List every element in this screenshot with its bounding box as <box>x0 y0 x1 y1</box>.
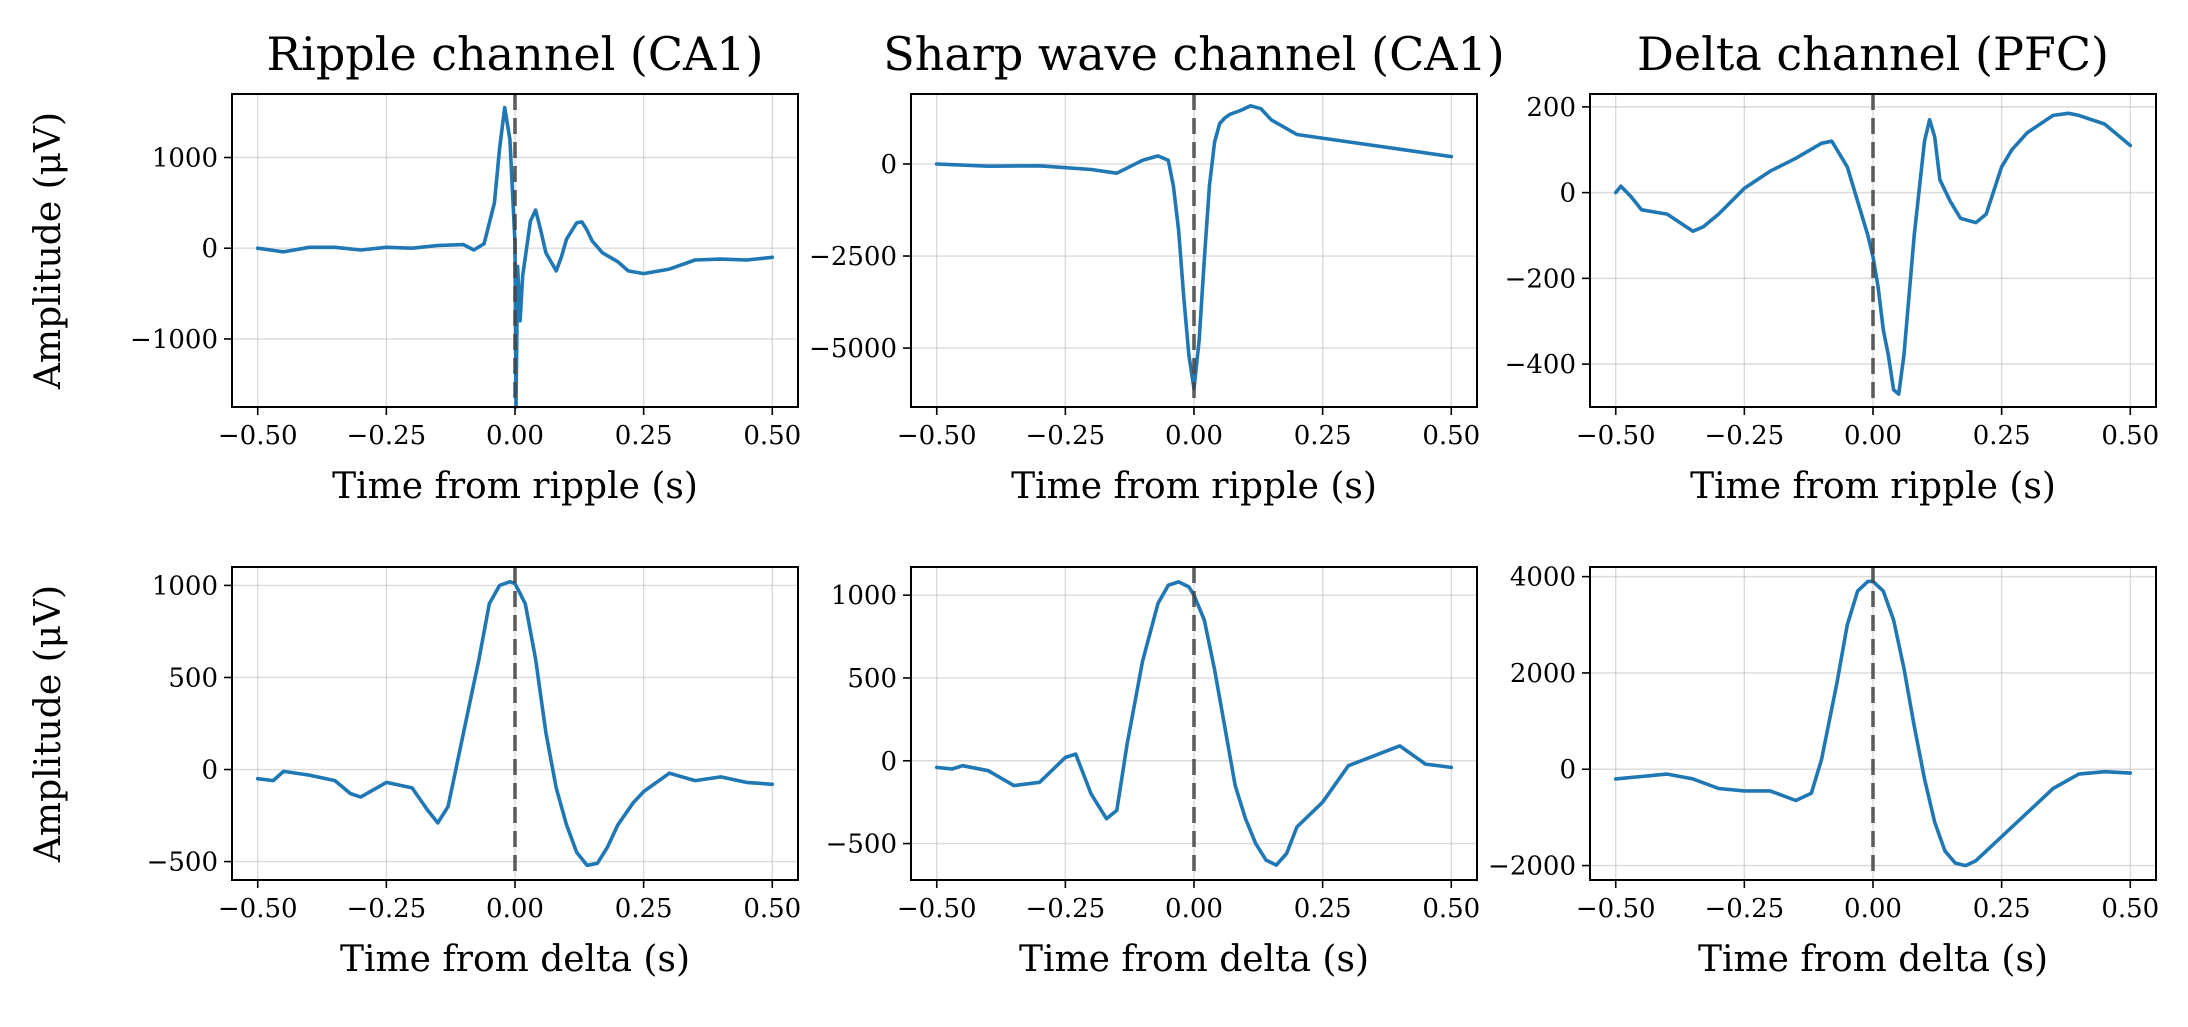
y-tick-label: −200 <box>1505 264 1576 294</box>
series-line <box>255 105 775 409</box>
x-tick-label: −0.50 <box>897 421 977 451</box>
y-tick-label: −500 <box>826 830 897 860</box>
x-tick-label: −0.25 <box>1705 421 1785 451</box>
x-tick-label: 0.25 <box>1294 894 1352 924</box>
x-tick-label: −0.50 <box>897 894 977 924</box>
subplot-6: −0.50 −0.25 0.00 0.25 0.50 −2000 0 2000 4000 Time… <box>1488 563 2159 980</box>
y-axis-label: Amplitude (μV) <box>28 112 69 390</box>
x-axis-label: Time from delta (s) <box>1019 939 1369 980</box>
subplot-3: −0.50 −0.25 0.00 0.25 0.50 −400 −200 0 200 Delta … <box>1505 27 2160 507</box>
y-axis-label: Amplitude (μV) <box>28 585 69 863</box>
x-tick-label: −0.25 <box>347 894 427 924</box>
y-tick-label: 4000 <box>1510 563 1576 593</box>
x-tick-label: 0.00 <box>1165 894 1223 924</box>
x-tick-label: 0.25 <box>615 421 673 451</box>
x-tick-label: 0.25 <box>1973 894 2031 924</box>
y-tick-label: 0 <box>201 756 218 786</box>
series-line <box>934 580 1454 867</box>
y-tick-label: −500 <box>147 848 218 878</box>
x-axis-label: Time from delta (s) <box>340 939 690 980</box>
y-tick-label: −400 <box>1505 350 1576 380</box>
y-tick-label: 0 <box>201 234 218 264</box>
x-tick-label: −0.50 <box>1576 894 1656 924</box>
x-tick-label: −0.50 <box>218 894 298 924</box>
x-tick-label: 0.50 <box>743 421 801 451</box>
y-tick-label: 0 <box>880 747 897 777</box>
subplot-title: Sharp wave channel (CA1) <box>883 27 1504 81</box>
y-tick-label: 2000 <box>1510 659 1576 689</box>
y-tick-label: 0 <box>1559 179 1576 209</box>
x-tick-label: 0.50 <box>1422 421 1480 451</box>
x-tick-label: −0.50 <box>1576 421 1656 451</box>
y-tick-label: −2000 <box>1488 852 1576 882</box>
y-tick-label: 500 <box>168 663 218 693</box>
x-tick-label: 0.00 <box>1844 421 1902 451</box>
y-tick-label: 1000 <box>152 571 218 601</box>
x-tick-label: 0.25 <box>615 894 673 924</box>
x-tick-label: 0.00 <box>486 894 544 924</box>
y-tick-label: 1000 <box>831 581 897 611</box>
x-tick-label: −0.25 <box>347 421 427 451</box>
y-tick-label: 0 <box>1559 755 1576 785</box>
y-tick-label: 1000 <box>152 144 218 174</box>
y-tick-label: −2500 <box>809 242 897 272</box>
x-tick-label: −0.25 <box>1026 894 1106 924</box>
y-tick-label: −5000 <box>809 334 897 364</box>
x-tick-label: −0.25 <box>1026 421 1106 451</box>
x-tick-label: 0.50 <box>1422 894 1480 924</box>
series-line <box>934 104 1454 391</box>
subplot-title: Ripple channel (CA1) <box>267 27 764 81</box>
y-tick-label: 200 <box>1526 93 1576 123</box>
y-tick-label: −1000 <box>130 325 218 355</box>
x-tick-label: −0.25 <box>1705 894 1785 924</box>
x-axis-label: Time from ripple (s) <box>1690 466 2056 507</box>
y-tick-label: 0 <box>880 150 897 180</box>
x-tick-label: −0.50 <box>218 421 298 451</box>
x-tick-label: 0.00 <box>1844 894 1902 924</box>
x-axis-label: Time from ripple (s) <box>332 466 698 507</box>
x-tick-label: 0.25 <box>1294 421 1352 451</box>
subplot-4: −0.50 −0.25 0.00 0.25 0.50 −500 0 500 1000 Time f… <box>28 566 801 980</box>
x-tick-label: 0.50 <box>2101 894 2159 924</box>
subplot-title: Delta channel (PFC) <box>1637 27 2109 81</box>
series-line <box>255 579 775 868</box>
x-axis-label: Time from ripple (s) <box>1011 466 1377 507</box>
subplot-1: −0.50 −0.25 0.00 0.25 0.50 −1000 0 1000 Ripple c… <box>28 27 801 507</box>
subplot-5: −0.50 −0.25 0.00 0.25 0.50 −500 0 500 1000 Time f… <box>826 566 1480 980</box>
x-axis-label: Time from delta (s) <box>1698 939 2048 980</box>
x-tick-label: 0.25 <box>1973 421 2031 451</box>
series-line <box>1613 111 2133 396</box>
x-tick-label: 0.50 <box>2101 421 2159 451</box>
x-tick-label: 0.00 <box>486 421 544 451</box>
x-tick-label: 0.50 <box>743 894 801 924</box>
y-tick-label: 500 <box>847 664 897 694</box>
series-line <box>1613 579 2133 868</box>
subplot-2: −0.50 −0.25 0.00 0.25 0.50 −5000 −2500 0 Sharp w… <box>809 27 1505 507</box>
x-tick-label: 0.00 <box>1165 421 1223 451</box>
